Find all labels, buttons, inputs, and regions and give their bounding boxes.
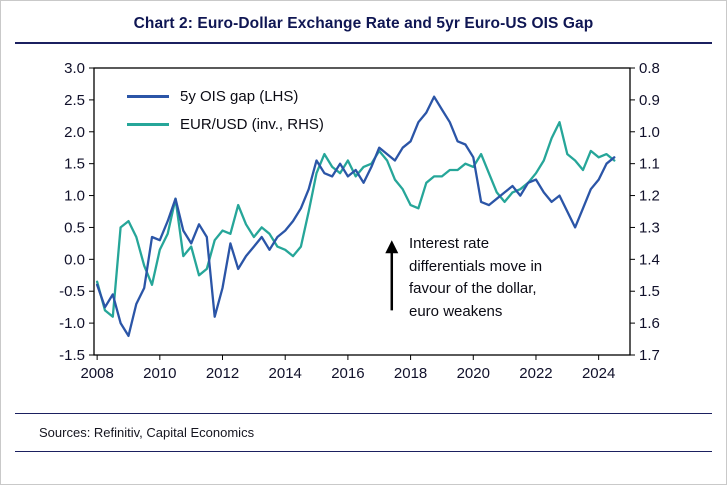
chart-title: Chart 2: Euro-Dollar Exchange Rate and 5… [133, 15, 594, 32]
left-tick-label: 3.0 [64, 60, 85, 77]
x-tick-label: 2020 [457, 365, 490, 382]
left-tick-label: 2.5 [64, 92, 85, 109]
series-line-ois-gap [95, 95, 616, 338]
left-tick-label: 2.0 [64, 124, 85, 141]
annotation-text: Interest rate differentials move in favo… [409, 235, 543, 320]
x-tick-label: 2012 [206, 365, 239, 382]
right-tick-label: 1.3 [639, 219, 660, 236]
right-tick-label: 1.4 [639, 251, 660, 268]
left-tick-label: -1.0 [59, 315, 85, 332]
x-tick-label: 2018 [394, 365, 427, 382]
right-tick-label: 1.2 [639, 188, 660, 205]
left-tick-label: 1.5 [64, 156, 85, 173]
right-tick-label: 1.5 [639, 283, 660, 300]
legend-line-icon-eurusd [127, 122, 169, 126]
x-tick-label: 2014 [269, 365, 302, 382]
legend-line-icon-ois-gap [127, 94, 169, 98]
legend-item-eurusd: EUR/USD (inv., RHS) [127, 110, 324, 138]
legend-item-ois-gap: 5y OIS gap (LHS) [127, 82, 324, 110]
footer-divider-bottom [15, 451, 712, 452]
right-tick-label: 1.0 [639, 124, 660, 141]
line-chart-canvas: 3.0 2.5 2.0 1.5 1.0 0.5 0.0 -0.5 -1.0 -1.5 0.8 0.9 1… [59, 60, 660, 382]
left-axis: 3.0 2.5 2.0 1.5 1.0 0.5 0.0 -0.5 -1.0 -1.5 [59, 60, 94, 364]
right-tick-label: 1.1 [639, 156, 660, 173]
x-tick-label: 2010 [143, 365, 176, 382]
legend-label-ois-gap: 5y OIS gap (LHS) [180, 87, 299, 105]
right-tick-label: 0.9 [639, 92, 660, 109]
footer-divider-top [15, 413, 712, 414]
annotation-up-arrow-icon [385, 240, 399, 311]
x-tick-label: 2016 [331, 365, 364, 382]
chart-legend: 5y OIS gap (LHS) EUR/USD (inv., RHS) [127, 82, 324, 138]
sources-text: Sources: Refinitiv, Capital Economics [39, 425, 255, 440]
plot-border [93, 67, 631, 356]
x-axis: 2008 2010 2012 2014 2016 2018 2020 2022 2024 [80, 355, 615, 382]
right-tick-label: 1.6 [639, 315, 660, 332]
legend-label-eurusd: EUR/USD (inv., RHS) [180, 115, 324, 133]
left-tick-label: -1.5 [59, 347, 85, 364]
title-divider [15, 42, 712, 44]
left-tick-label: 0.5 [64, 219, 85, 236]
right-tick-label: 0.8 [639, 60, 660, 77]
left-tick-label: 1.0 [64, 188, 85, 205]
x-tick-label: 2022 [519, 365, 552, 382]
chart-area: 3.0 2.5 2.0 1.5 1.0 0.5 0.0 -0.5 -1.0 -1.5 0.8 0.9 1… [1, 50, 726, 395]
right-axis: 0.8 0.9 1.0 1.1 1.2 1.3 1.4 1.5 1.6 1.7 [630, 60, 660, 364]
right-tick-label: 1.7 [639, 347, 660, 364]
left-tick-label: 0.0 [64, 251, 85, 268]
x-tick-label: 2008 [80, 365, 113, 382]
x-tick-label: 2024 [582, 365, 615, 382]
left-tick-label: -0.5 [59, 283, 85, 300]
